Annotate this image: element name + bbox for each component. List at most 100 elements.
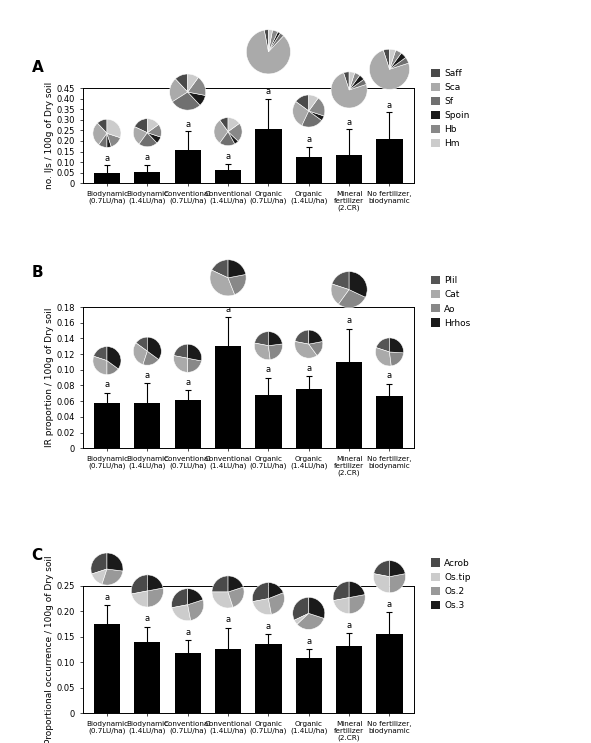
- Wedge shape: [147, 337, 161, 360]
- Wedge shape: [92, 569, 107, 584]
- Wedge shape: [91, 553, 107, 574]
- Wedge shape: [309, 342, 323, 355]
- Text: a: a: [185, 377, 190, 386]
- Bar: [215, 649, 241, 713]
- Wedge shape: [302, 111, 322, 127]
- Bar: [255, 395, 281, 448]
- Wedge shape: [309, 330, 323, 344]
- Text: a: a: [387, 600, 392, 609]
- Wedge shape: [131, 575, 147, 594]
- Y-axis label: no. IJs / 100g of Dry soil: no. IJs / 100g of Dry soil: [45, 82, 54, 189]
- Wedge shape: [188, 358, 202, 372]
- Wedge shape: [389, 574, 405, 593]
- Text: a: a: [226, 152, 230, 161]
- Wedge shape: [343, 72, 349, 90]
- Text: a: a: [387, 101, 392, 110]
- Wedge shape: [107, 346, 121, 369]
- Wedge shape: [171, 588, 188, 608]
- Wedge shape: [147, 119, 159, 133]
- Text: a: a: [145, 371, 150, 380]
- Wedge shape: [172, 605, 191, 621]
- Wedge shape: [389, 51, 401, 69]
- Bar: [376, 397, 402, 448]
- Bar: [336, 646, 362, 713]
- Wedge shape: [349, 73, 360, 90]
- Wedge shape: [93, 123, 107, 145]
- Wedge shape: [188, 344, 202, 361]
- Wedge shape: [389, 57, 408, 69]
- Wedge shape: [252, 583, 268, 602]
- Wedge shape: [102, 569, 123, 585]
- Bar: [255, 644, 281, 713]
- Wedge shape: [212, 260, 228, 278]
- Legend: Acrob, Os.tip, Os.2, Os.3: Acrob, Os.tip, Os.2, Os.3: [431, 559, 470, 610]
- Text: a: a: [145, 153, 150, 162]
- Wedge shape: [333, 597, 349, 614]
- Bar: [336, 155, 362, 184]
- Wedge shape: [147, 575, 163, 591]
- Wedge shape: [107, 553, 123, 571]
- Wedge shape: [389, 49, 396, 69]
- Wedge shape: [309, 597, 325, 618]
- Wedge shape: [107, 360, 118, 374]
- Bar: [94, 403, 120, 448]
- Wedge shape: [220, 117, 228, 132]
- Wedge shape: [268, 33, 284, 52]
- Wedge shape: [133, 127, 147, 144]
- Wedge shape: [252, 599, 271, 614]
- Text: a: a: [226, 305, 230, 314]
- Wedge shape: [188, 77, 206, 95]
- Bar: [134, 172, 160, 184]
- Wedge shape: [309, 111, 324, 120]
- Y-axis label: IR proportion / 100g of Dry soil: IR proportion / 100g of Dry soil: [45, 308, 54, 447]
- Wedge shape: [293, 102, 309, 126]
- Wedge shape: [339, 290, 365, 308]
- Wedge shape: [376, 338, 389, 352]
- Text: a: a: [306, 135, 311, 144]
- Wedge shape: [107, 133, 121, 146]
- Wedge shape: [268, 30, 278, 52]
- Bar: [296, 658, 322, 713]
- Bar: [174, 151, 201, 184]
- Text: a: a: [306, 637, 311, 646]
- Wedge shape: [293, 597, 309, 620]
- Wedge shape: [349, 80, 366, 90]
- Wedge shape: [268, 331, 282, 345]
- Wedge shape: [135, 119, 147, 133]
- Wedge shape: [107, 120, 121, 137]
- Wedge shape: [349, 594, 365, 614]
- Wedge shape: [212, 592, 233, 608]
- Bar: [215, 346, 241, 448]
- Wedge shape: [173, 92, 200, 110]
- Wedge shape: [254, 343, 270, 360]
- Wedge shape: [228, 576, 243, 592]
- Wedge shape: [188, 74, 199, 92]
- Wedge shape: [349, 75, 363, 90]
- Wedge shape: [309, 98, 325, 116]
- Text: a: a: [266, 365, 271, 374]
- Wedge shape: [228, 587, 244, 607]
- Wedge shape: [188, 600, 204, 620]
- Wedge shape: [132, 591, 147, 607]
- Wedge shape: [228, 274, 246, 295]
- Wedge shape: [374, 574, 389, 593]
- Wedge shape: [188, 588, 203, 605]
- Wedge shape: [295, 330, 309, 344]
- Text: a: a: [226, 615, 230, 624]
- Text: a: a: [387, 372, 392, 380]
- Wedge shape: [147, 124, 161, 137]
- Wedge shape: [98, 120, 107, 133]
- Wedge shape: [228, 117, 239, 132]
- Wedge shape: [99, 133, 107, 147]
- Wedge shape: [93, 346, 107, 360]
- Wedge shape: [264, 30, 268, 52]
- Wedge shape: [349, 72, 355, 90]
- Wedge shape: [147, 133, 161, 143]
- Text: A: A: [31, 59, 43, 74]
- Y-axis label: Proportional occurrence / 100g of Dry soil: Proportional occurrence / 100g of Dry so…: [45, 555, 54, 743]
- Text: a: a: [105, 380, 109, 389]
- Wedge shape: [389, 561, 405, 577]
- Wedge shape: [389, 53, 406, 69]
- Wedge shape: [331, 73, 367, 108]
- Wedge shape: [228, 260, 246, 278]
